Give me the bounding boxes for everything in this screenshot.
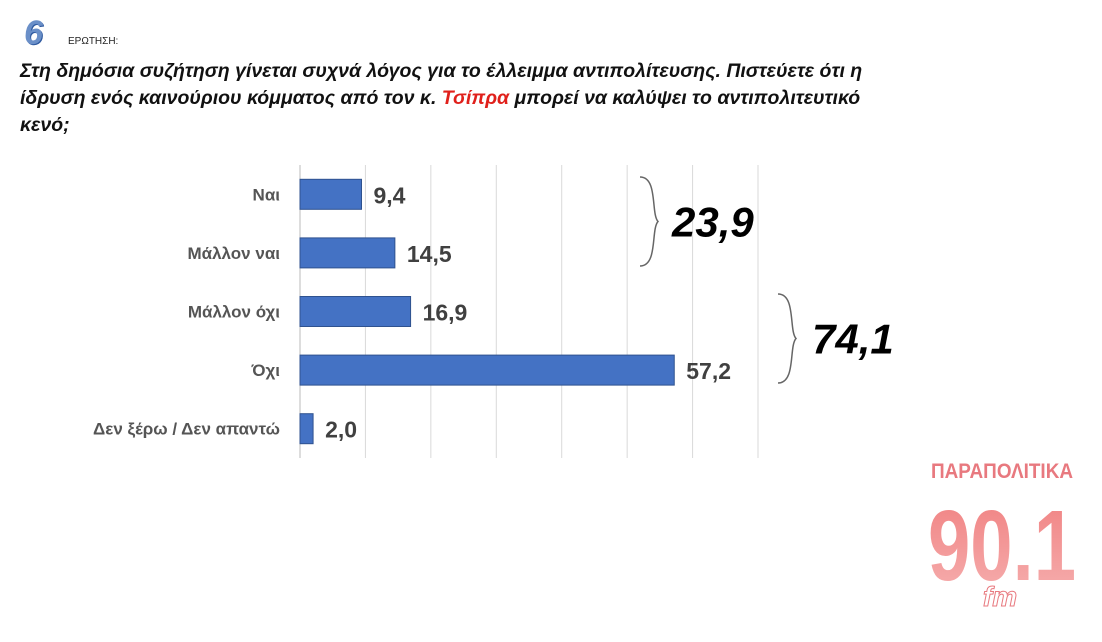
bracket: [639, 176, 660, 267]
question-part: Στη δημόσια συζήτηση γίνεται συχνά λόγος…: [20, 60, 863, 109]
group-total: 74,1: [812, 316, 894, 363]
bar: [299, 413, 314, 445]
logo-unit: fm: [983, 581, 1017, 612]
bar: [299, 178, 363, 210]
bar: [299, 296, 412, 327]
question-part: μπορεί να καλύψει το αντιπολιτευτικό κεν…: [20, 87, 861, 136]
value-label: 2,0: [325, 417, 357, 443]
bar: [299, 237, 396, 269]
category-label: Ναι: [253, 185, 281, 204]
value-label: 57,2: [686, 358, 731, 384]
question-highlight: Τσίπρα: [441, 87, 510, 109]
question-number: 6: [24, 14, 43, 52]
group-total: 23,9: [671, 199, 754, 246]
logo-frequency: 90.1: [928, 490, 1076, 602]
category-label: Όχι: [250, 361, 280, 380]
bracket: [777, 293, 798, 384]
question-text: Στη δημόσια συζήτηση γίνεται συχνά λόγος…: [20, 58, 910, 139]
category-label: Μάλλον ναι: [187, 244, 280, 263]
category-label: Δεν ξέρω / Δεν απαντώ: [93, 420, 280, 439]
value-label: 16,9: [423, 300, 468, 326]
value-label: 14,5: [407, 241, 452, 267]
value-label: 9,4: [374, 182, 406, 208]
logo: ΠΑΡΑΠΟΛΙΤΙΚΑ 90.1 fm: [928, 460, 1076, 613]
question-label: ΕΡΩΤΗΣΗ:: [68, 36, 119, 47]
logo-name: ΠΑΡΑΠΟΛΙΤΙΚΑ: [931, 460, 1073, 483]
category-label: Μάλλον όχι: [188, 303, 280, 322]
bar: [299, 354, 675, 386]
